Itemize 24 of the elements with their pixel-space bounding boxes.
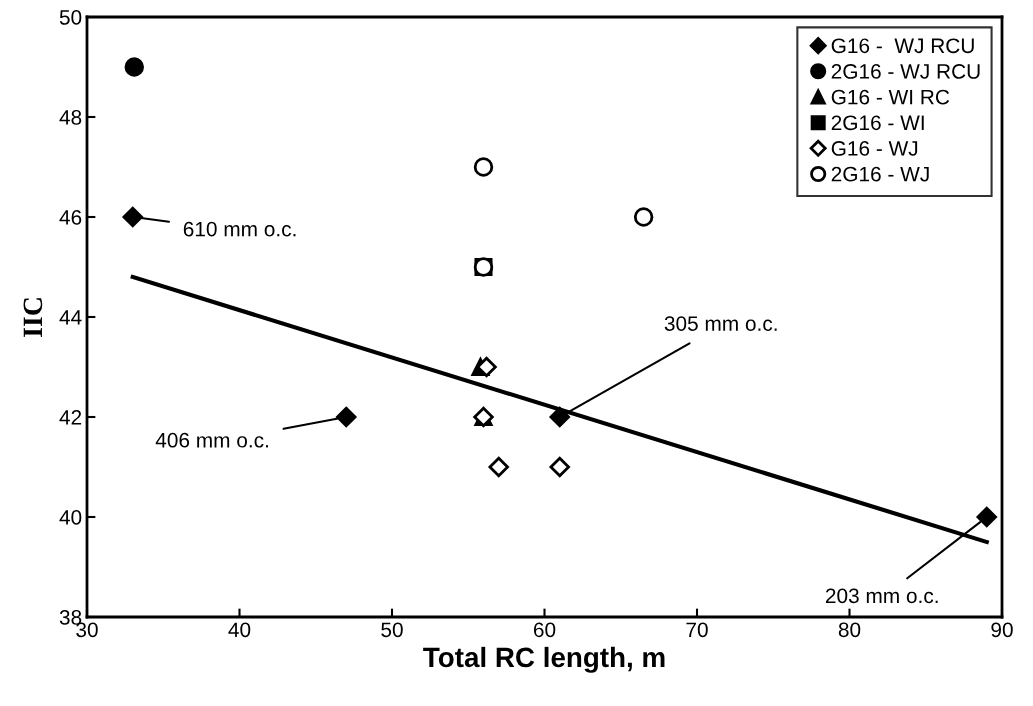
x-tick-label: 80 — [838, 622, 861, 638]
annotation: 406 mm o.c. — [155, 432, 268, 448]
annotation: 305 mm o.c. — [664, 316, 777, 331]
legend-label: G16 - WJ — [831, 141, 918, 156]
annotation: 610 mm o.c. — [183, 221, 296, 237]
y-tick-label: 42 — [59, 410, 82, 425]
legend-label: G16 - WI RC — [831, 89, 950, 105]
legend-label: 2G16 - WI — [831, 115, 924, 131]
y-tick-label: 50 — [59, 10, 82, 25]
y-tick-label: 44 — [59, 310, 82, 325]
x-tick-label: 40 — [228, 622, 251, 638]
x-tick-label: 50 — [381, 622, 403, 638]
x-tick-label: 70 — [686, 622, 708, 638]
legend-label: G16 - WJ RCU — [831, 38, 974, 54]
legend-label: 2G16 - WJ — [831, 166, 929, 182]
y-tick-label: 48 — [59, 110, 82, 125]
y-tick-label: 46 — [59, 210, 82, 225]
legend-label: 2G16 - WJ RCU — [831, 64, 980, 79]
annotation: 203 mm o.c. — [825, 588, 938, 604]
x-axis-title: Total RC length, m — [423, 646, 665, 673]
x-tick-label: 60 — [533, 622, 556, 638]
y-tick-label: 40 — [59, 510, 82, 525]
x-tick-label: 90 — [991, 622, 1013, 638]
y-axis-title: IIC — [23, 298, 43, 337]
